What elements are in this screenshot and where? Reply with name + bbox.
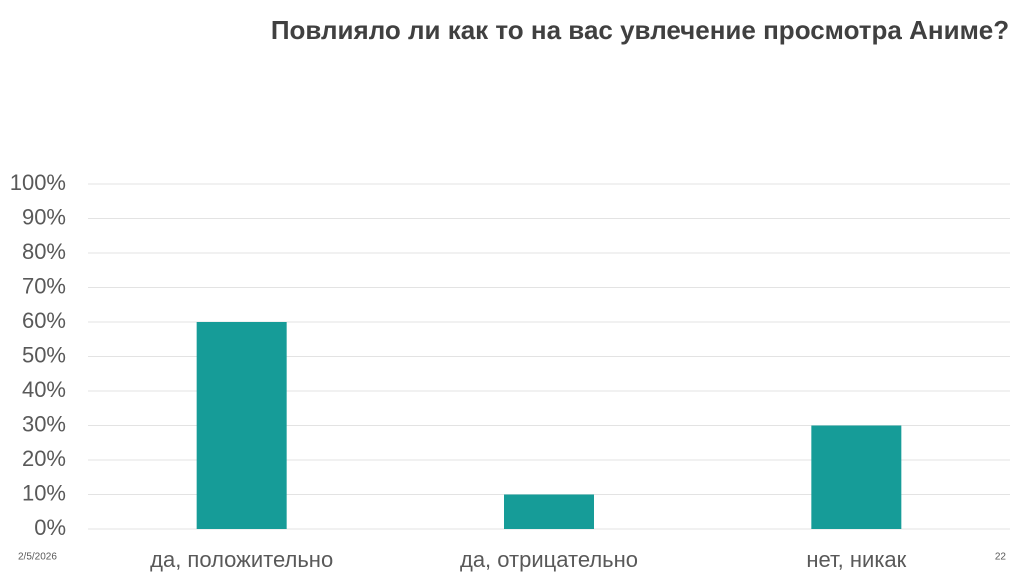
bar (811, 425, 902, 529)
bar (196, 322, 287, 529)
y-tick-label: 40% (22, 377, 66, 402)
y-tick-label: 60% (22, 308, 66, 333)
x-tick-label: да, положительно (150, 547, 333, 572)
page-number: 22 (995, 552, 1007, 563)
y-tick-label: 100% (10, 170, 66, 195)
y-tick-label: 10% (22, 480, 66, 505)
y-tick-label: 50% (22, 342, 66, 367)
y-tick-label: 80% (22, 239, 66, 264)
x-tick-label: нет, никак (806, 547, 906, 572)
y-tick-label: 30% (22, 411, 66, 436)
y-tick-label: 0% (34, 515, 66, 540)
x-tick-label: да, отрицательно (460, 547, 638, 572)
y-tick-label: 70% (22, 273, 66, 298)
bar (504, 494, 594, 529)
y-tick-label: 20% (22, 446, 66, 471)
y-tick-label: 90% (22, 204, 66, 229)
chart-title: Повлияло ли как то на вас увлечение прос… (270, 15, 1010, 45)
footer-date: 2/5/2026 (18, 552, 57, 563)
